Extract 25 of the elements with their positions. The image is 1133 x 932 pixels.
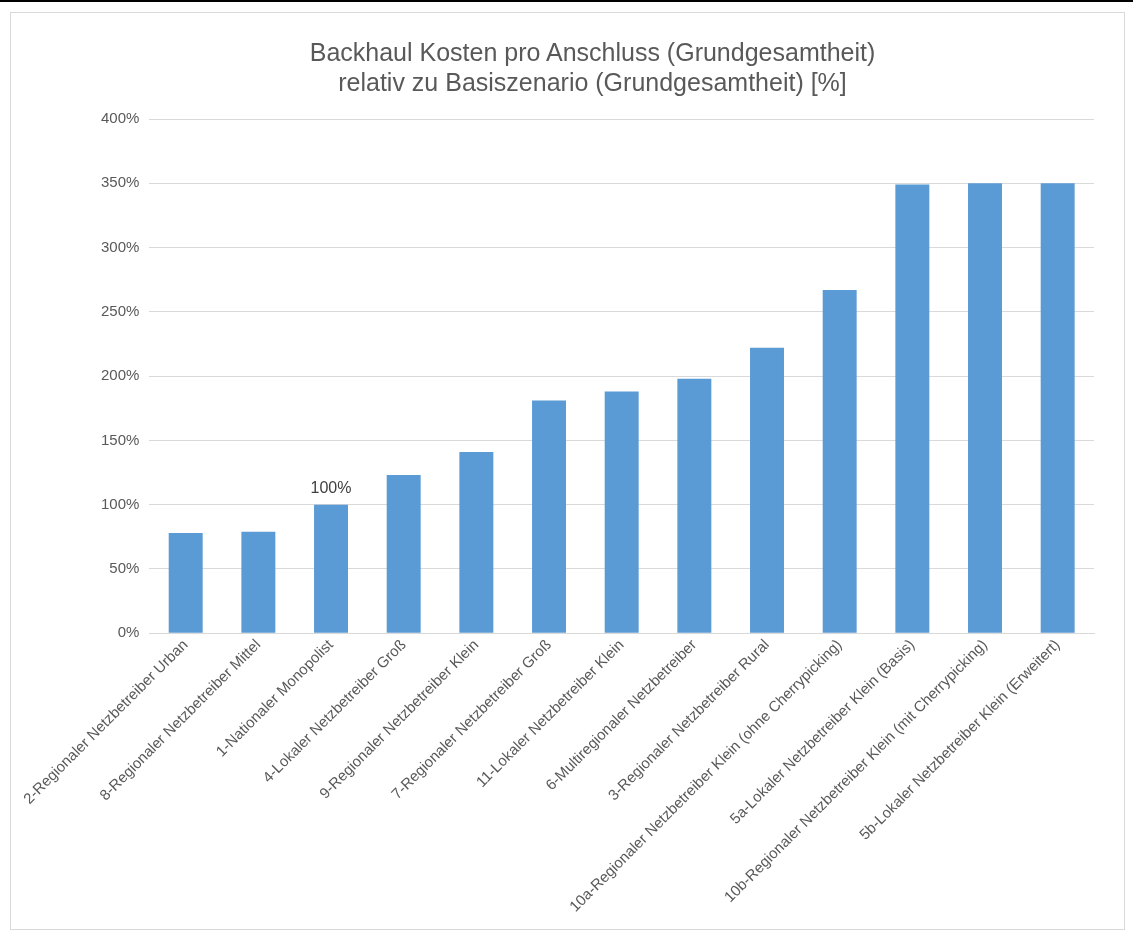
y-tick-label: 350% bbox=[100, 173, 140, 191]
y-tick-label: 50% bbox=[109, 559, 140, 577]
y-tick-label: 0% bbox=[117, 623, 140, 641]
bar bbox=[168, 532, 203, 633]
bar bbox=[532, 400, 566, 633]
bar bbox=[604, 391, 639, 633]
y-tick-label: 150% bbox=[100, 430, 140, 448]
data-label: 100% bbox=[310, 479, 352, 497]
bar bbox=[386, 475, 421, 633]
bar bbox=[822, 289, 857, 633]
text: Backhaul Kosten pro Anschluss (Grundgesamtheit) bbox=[309, 37, 876, 66]
bar bbox=[968, 183, 1002, 633]
bar bbox=[1040, 183, 1075, 633]
y-tick-label: 300% bbox=[100, 237, 140, 255]
bar bbox=[750, 347, 784, 633]
bar bbox=[459, 451, 494, 633]
bar bbox=[241, 531, 276, 633]
text: relativ zu Basiszenario (Grundgesamtheit) [%] bbox=[338, 67, 847, 96]
y-tick-label: 200% bbox=[100, 366, 140, 384]
bar bbox=[895, 184, 930, 633]
bar bbox=[677, 378, 712, 633]
y-tick-label: 400% bbox=[100, 109, 140, 127]
bar bbox=[314, 504, 349, 633]
y-tick-label: 250% bbox=[100, 301, 140, 319]
y-tick-label: 100% bbox=[100, 494, 140, 512]
